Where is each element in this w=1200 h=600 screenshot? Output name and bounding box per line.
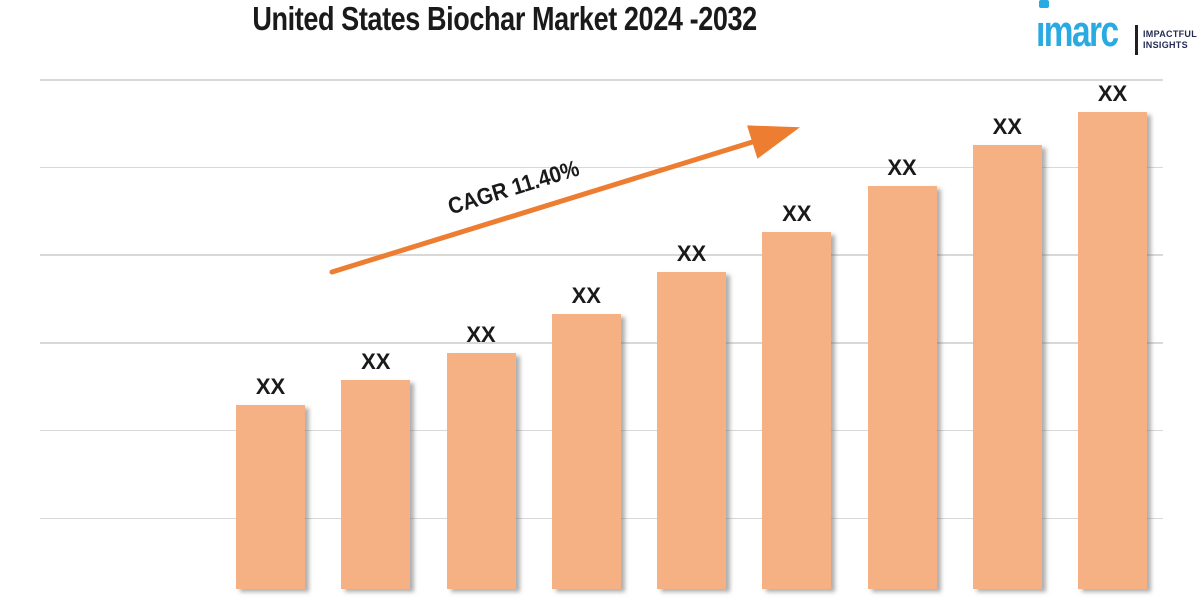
- bar-value-label: XX: [571, 283, 601, 309]
- chart-title-text: United States Biochar Market 2024 -2032: [252, 0, 758, 37]
- logo-tagline-line2: INSIGHTS: [1143, 40, 1188, 50]
- bar: [341, 380, 411, 589]
- chart-title: United States Biochar Market 2024 -2032: [40, 0, 970, 37]
- bar-value-label: XX: [1097, 80, 1128, 106]
- bar: [867, 186, 937, 589]
- bar: [657, 272, 726, 589]
- trend-arrow-line: [329, 125, 800, 275]
- bar-value-label: XX: [255, 373, 286, 399]
- logo-brand-text: ımarc: [1036, 7, 1119, 56]
- bar-value-label: XX: [782, 201, 812, 227]
- bar: [1078, 111, 1147, 589]
- logo-tagline-line1: IMPACTFUL: [1143, 29, 1198, 39]
- bar: [446, 353, 516, 589]
- logo-divider: [1135, 25, 1138, 55]
- bar-value-label: XX: [466, 322, 496, 348]
- bar: [972, 145, 1042, 589]
- logo-tagline: IMPACTFUL INSIGHTS: [1143, 29, 1197, 51]
- bar-value-label: XX: [361, 349, 391, 375]
- bar: [762, 232, 832, 589]
- bar-value-label: XX: [887, 155, 917, 181]
- logo-i-dot-icon: [1039, 0, 1049, 8]
- gridline: [40, 254, 1163, 256]
- bar: [236, 404, 305, 589]
- bar: [551, 314, 621, 589]
- imarc-logo: ımarc IMPACTFUL INSIGHTS: [1036, 0, 1197, 60]
- bar-value-label: XX: [992, 114, 1022, 140]
- gridline: [40, 166, 1163, 169]
- bar-value-label: XX: [676, 241, 707, 267]
- gridline: [40, 79, 1163, 81]
